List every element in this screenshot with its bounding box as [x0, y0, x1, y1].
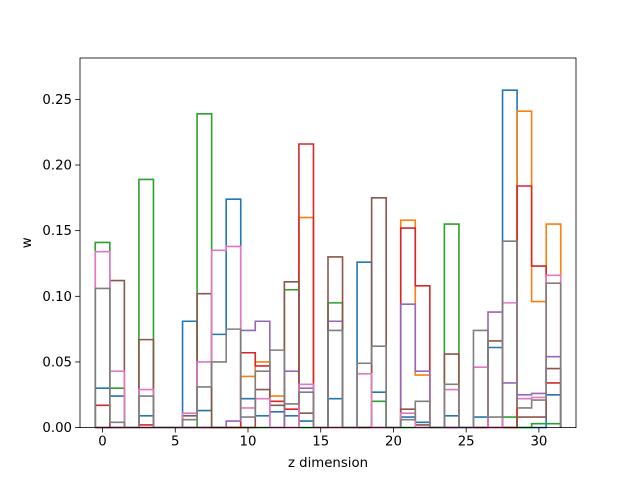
- y-tick-label: 0.25: [42, 93, 72, 108]
- x-axis-label: z dimension: [288, 456, 368, 471]
- y-tick-label: 0.20: [42, 159, 72, 174]
- x-tick-label: 5: [171, 435, 179, 450]
- x-axis-ticks: 0 5 10 15 20 25 30: [98, 427, 547, 450]
- y-tick-label: 0.15: [42, 224, 72, 239]
- y-tick-label: 0.05: [42, 355, 72, 370]
- y-axis-label: w: [20, 237, 35, 248]
- x-tick-label: 20: [385, 435, 402, 450]
- y-tick-label: 0.10: [42, 290, 72, 305]
- x-tick-label: 15: [312, 435, 329, 450]
- plot-frame: [79, 57, 577, 429]
- y-axis-ticks: 0.00 0.05 0.10 0.15 0.20 0.25: [42, 93, 80, 436]
- x-tick-label: 10: [240, 435, 257, 450]
- y-tick-label: 0.00: [42, 421, 72, 436]
- x-tick-label: 0: [98, 435, 106, 450]
- x-tick-label: 30: [530, 435, 547, 450]
- x-tick-label: 25: [458, 435, 475, 450]
